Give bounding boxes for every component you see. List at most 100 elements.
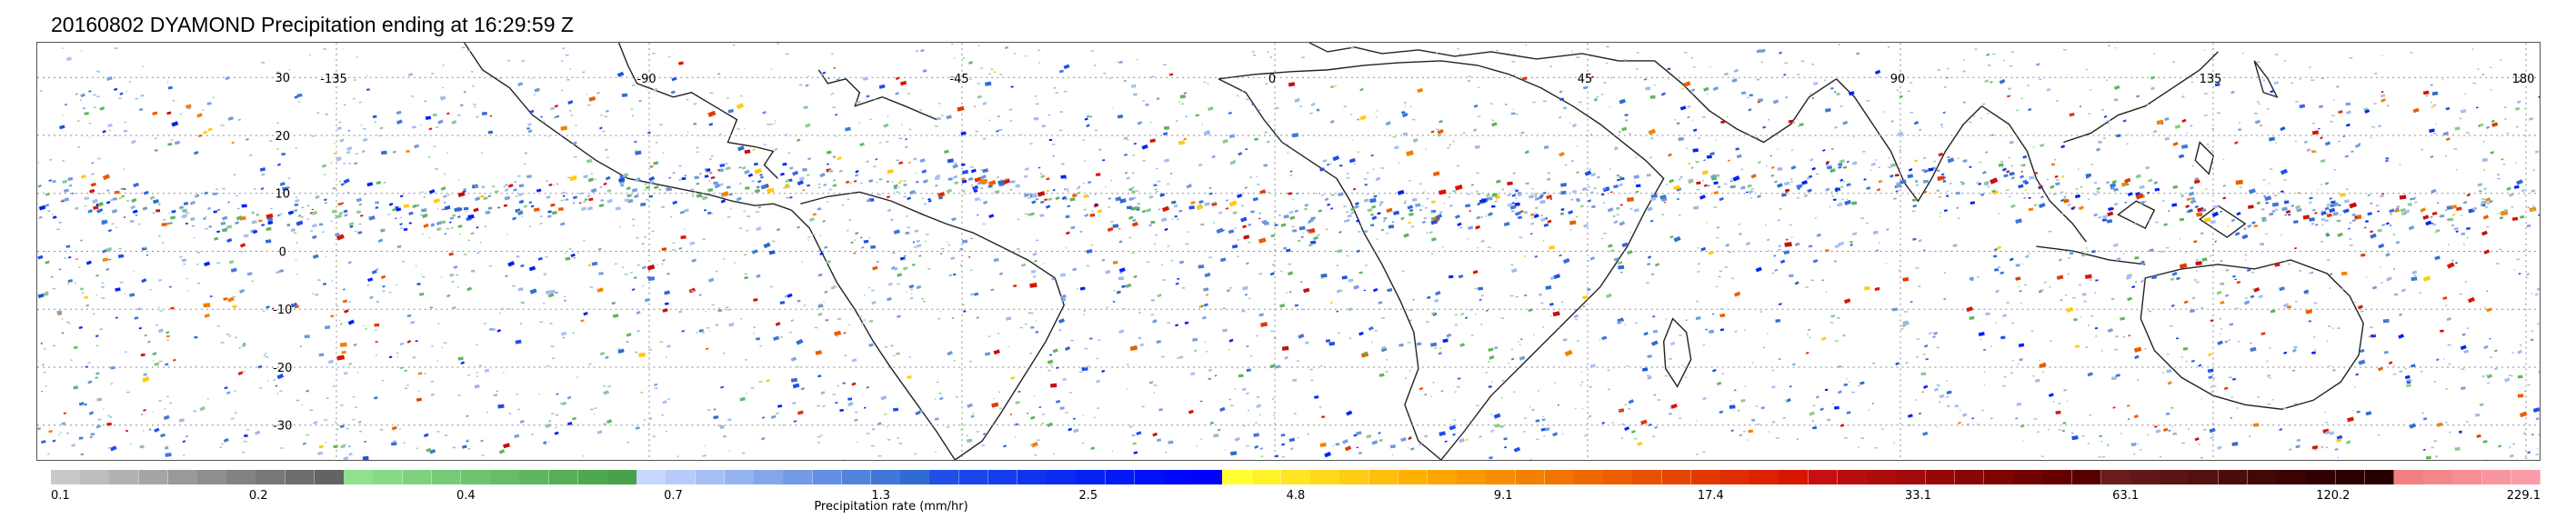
colorbar-segment <box>490 470 520 484</box>
colorbar-segment <box>2277 470 2307 484</box>
colorbar-tick-label: 33.1 <box>1905 489 1931 503</box>
colorbar-segment <box>519 470 550 484</box>
precipitation-field <box>37 43 2540 460</box>
precipitation-map: -135 -90 -45 0 45 90 135 180 30 20 10 0 -10 -20 -30 <box>36 42 2541 461</box>
colorbar-segment <box>2130 470 2160 484</box>
lon-label: -90 <box>636 73 656 86</box>
colorbar-segment <box>929 470 960 484</box>
coastline-south-america <box>790 191 1065 460</box>
coastlines <box>464 43 2364 460</box>
coastline-india <box>1836 78 1982 203</box>
colorbar-segment <box>1222 470 1253 484</box>
colorbar-segment <box>841 470 872 484</box>
colorbar-segment <box>2013 470 2043 484</box>
colorbar-segment <box>1925 470 1956 484</box>
lat-label: 10 <box>276 188 291 202</box>
colorbar-segment <box>812 470 843 484</box>
colorbar-segment <box>2452 470 2483 484</box>
colorbar-segment <box>900 470 930 484</box>
colorbar-tick-label: 120.2 <box>2316 489 2350 503</box>
colorbar-segment <box>1808 470 1839 484</box>
colorbar-segment <box>1603 470 1633 484</box>
colorbar-segment <box>1632 470 1663 484</box>
colorbar-tick-label: 17.4 <box>1697 489 1724 503</box>
colorbar-segment <box>2423 470 2453 484</box>
lon-label: 90 <box>1890 73 1906 86</box>
colorbar-segment <box>402 470 433 484</box>
coastline-southeast-asia <box>1981 51 2219 243</box>
lon-label: -45 <box>949 73 968 86</box>
colorbar-segment <box>1368 470 1399 484</box>
colorbar-segment <box>1544 470 1575 484</box>
colorbar-title: Precipitation rate (mm/hr) <box>814 500 968 514</box>
colorbar-segment <box>1896 470 1927 484</box>
coastline-europe <box>1308 43 1655 62</box>
colorbar-segment <box>1837 470 1868 484</box>
colorbar-segment <box>344 470 374 484</box>
colorbar-segment <box>577 470 608 484</box>
colorbar-segment <box>431 470 462 484</box>
colorbar-segment <box>80 470 110 484</box>
colorbar-segment <box>2071 470 2102 484</box>
colorbar-tick-label: 0.2 <box>248 489 268 503</box>
gridlines <box>37 43 2540 460</box>
colorbar-segment <box>724 470 755 484</box>
colorbar-segment <box>2247 470 2278 484</box>
colorbar-segment <box>607 470 637 484</box>
colorbar-segment <box>666 470 697 484</box>
grid-labels: -135 -90 -45 0 45 90 135 180 30 20 10 0 -10 -20 -30 <box>273 72 2534 433</box>
colorbar-segment <box>1574 470 1604 484</box>
colorbar <box>51 470 2541 484</box>
lon-label: 45 <box>1578 73 1593 86</box>
colorbar-segment <box>1251 470 1282 484</box>
colorbar-tick-label: 229.1 <box>2506 489 2541 503</box>
colorbar-tick-label: 63.1 <box>2112 489 2140 503</box>
coastline-australia <box>2140 259 2364 410</box>
colorbar-tick-label: 9.1 <box>1493 489 1513 503</box>
colorbar-segment <box>167 470 198 484</box>
colorbar-segment <box>754 470 784 484</box>
coastline-north-america <box>464 43 792 211</box>
colorbar-tick-label: 0.7 <box>664 489 683 503</box>
colorbar-segment <box>2393 470 2424 484</box>
colorbar-segment <box>2042 470 2073 484</box>
colorbar-segment <box>1047 470 1077 484</box>
colorbar-segment <box>256 470 286 484</box>
colorbar-segment <box>226 470 256 484</box>
colorbar-segment <box>987 470 1018 484</box>
lat-label: 0 <box>279 245 286 259</box>
lon-label: 180 <box>2512 73 2535 86</box>
colorbar-tick-label: 0.1 <box>51 489 70 503</box>
lon-label: 135 <box>2200 73 2222 86</box>
map-title: 20160802 DYAMOND Precipitation ending at… <box>51 13 574 36</box>
colorbar-segment <box>548 470 579 484</box>
colorbar-segment <box>1427 470 1458 484</box>
colorbar-segment <box>314 470 345 484</box>
colorbar-segment <box>695 470 726 484</box>
colorbar-segment <box>1983 470 2014 484</box>
colorbar-segment <box>1515 470 1546 484</box>
map-canvas: -135 -90 -45 0 45 90 135 180 30 20 10 0 -10 -20 -30 <box>37 43 2540 460</box>
coastline-caribbean <box>817 69 937 121</box>
colorbar-segment <box>1105 470 1136 484</box>
colorbar-segment <box>1134 470 1165 484</box>
colorbar-segment <box>2218 470 2249 484</box>
colorbar-segment <box>636 470 667 484</box>
colorbar-segment <box>2481 470 2512 484</box>
colorbar-segment <box>1280 470 1311 484</box>
lon-label: 0 <box>1268 73 1276 86</box>
colorbar-segment <box>1954 470 1985 484</box>
colorbar-segment <box>870 470 901 484</box>
colorbar-tick-label: 4.8 <box>1286 489 1306 503</box>
colorbar-tick-label: 0.4 <box>456 489 476 503</box>
lon-label: -135 <box>320 73 346 86</box>
lat-label: 20 <box>276 130 291 144</box>
colorbar-segment <box>2189 470 2220 484</box>
colorbar-segment <box>51 470 81 484</box>
colorbar-segment <box>2511 470 2541 484</box>
colorbar-segment <box>2100 470 2131 484</box>
colorbar-segment <box>1076 470 1107 484</box>
colorbar-segment <box>1749 470 1779 484</box>
colorbar-segment <box>1661 470 1692 484</box>
colorbar-tick-label: 1.3 <box>871 489 890 503</box>
